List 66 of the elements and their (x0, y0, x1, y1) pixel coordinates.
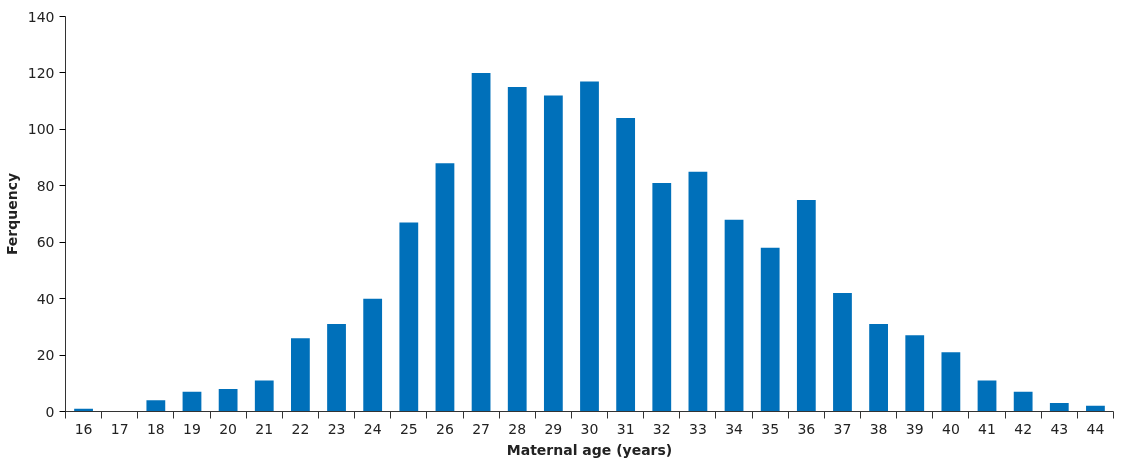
x-tick-label: 24 (363, 420, 382, 437)
bar (688, 171, 708, 412)
x-tick-label: 31 (616, 420, 635, 437)
x-tick-label: 20 (219, 420, 238, 437)
x-tick-label: 29 (544, 420, 563, 437)
bar (1086, 405, 1105, 412)
x-tick-label: 44 (1086, 420, 1105, 437)
x-tick-label: 37 (833, 420, 852, 437)
x-tick-label: 25 (399, 420, 418, 437)
x-tick-label: 18 (146, 420, 165, 437)
bar (760, 247, 780, 412)
bar (363, 298, 383, 412)
x-tick-label: 28 (508, 420, 527, 437)
x-tick-label: 34 (725, 420, 744, 437)
x-tick-label: 33 (689, 420, 707, 437)
x-axis-title: Maternal age (years) (506, 441, 673, 458)
x-tick-label: 23 (327, 420, 346, 437)
x-tick-label: 26 (436, 420, 454, 437)
x-tick-label: 35 (761, 420, 780, 437)
bar (399, 222, 419, 412)
bar (291, 338, 310, 412)
bar (254, 380, 274, 412)
y-tick-label: 20 (36, 347, 55, 364)
y-tick-label: 100 (27, 121, 55, 138)
y-tick-label: 40 (36, 290, 55, 307)
x-tick-label: 19 (183, 420, 201, 437)
y-tick-label: 60 (36, 234, 55, 251)
bar (580, 81, 599, 412)
bar (435, 163, 455, 412)
bar (327, 324, 346, 412)
x-tick-label: 36 (797, 420, 816, 437)
x-tick-label: 39 (905, 420, 924, 437)
bar (471, 72, 491, 412)
x-tick-label: 40 (941, 420, 960, 437)
bar (616, 118, 636, 412)
y-axis-title: Ferquency (3, 172, 20, 256)
bar (1013, 391, 1033, 412)
y-tick-label: 80 (36, 177, 55, 194)
bar (724, 219, 744, 412)
bar (941, 352, 961, 412)
bar (905, 335, 925, 412)
y-tick-label: 0 (45, 403, 55, 420)
x-tick-label: 41 (978, 420, 996, 437)
x-tick-label: 32 (652, 420, 671, 437)
bar (833, 293, 852, 412)
x-tick-label: 16 (74, 420, 93, 437)
x-tick-label: 43 (1050, 420, 1069, 437)
bar (977, 380, 997, 412)
bar (796, 199, 816, 412)
bar (869, 324, 888, 412)
x-tick-label: 38 (869, 420, 888, 437)
y-tick-label: 140 (27, 8, 55, 25)
x-tick-label: 42 (1014, 420, 1033, 437)
x-tick-label: 22 (291, 420, 310, 437)
bar (543, 95, 563, 412)
x-tick-label: 17 (110, 420, 129, 437)
bar (1049, 403, 1069, 412)
bar (652, 182, 672, 412)
bar (182, 391, 202, 412)
bar (218, 388, 238, 412)
x-tick-label: 27 (472, 420, 491, 437)
x-tick-label: 30 (580, 420, 599, 437)
x-tick-label: 21 (255, 420, 274, 437)
bar (507, 87, 527, 412)
bar (146, 400, 166, 412)
y-tick-label: 120 (27, 64, 55, 81)
